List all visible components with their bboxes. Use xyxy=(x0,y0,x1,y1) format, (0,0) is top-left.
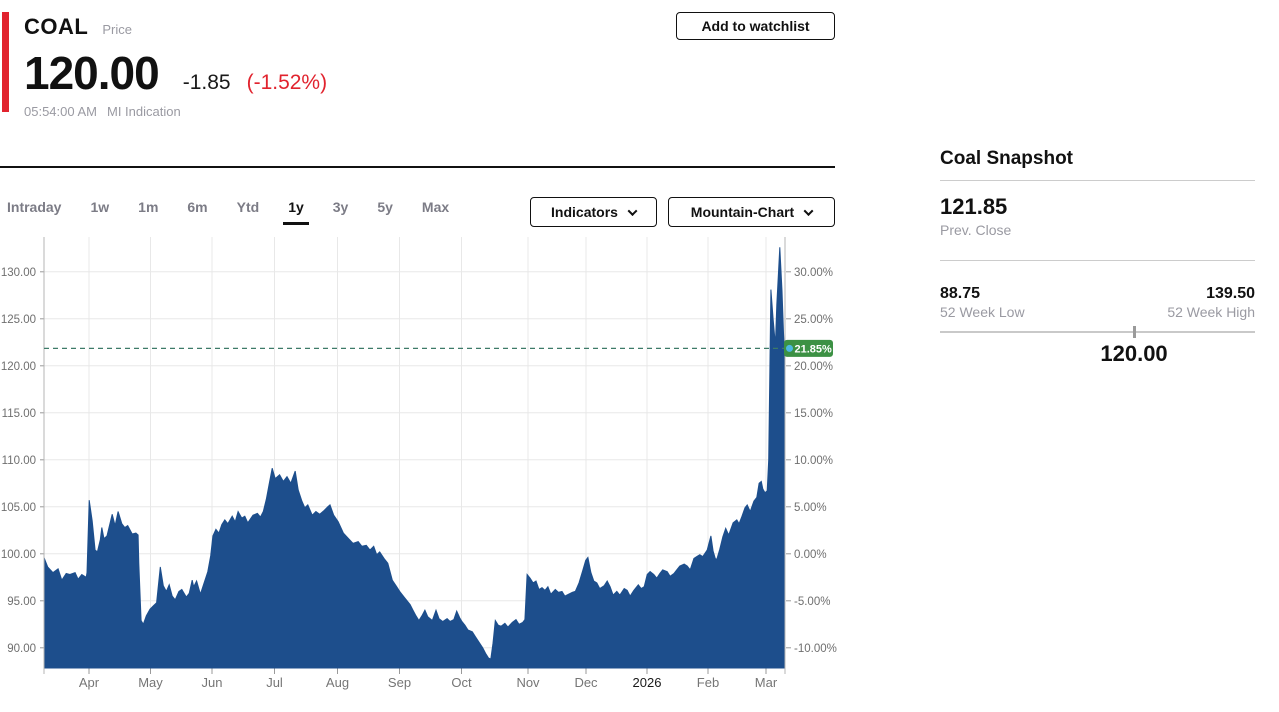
range-tab-3y[interactable]: 3y xyxy=(328,199,354,225)
svg-text:95.00: 95.00 xyxy=(7,596,36,608)
svg-text:100.00: 100.00 xyxy=(1,549,36,561)
svg-text:105.00: 105.00 xyxy=(1,502,36,514)
range-tab-1y[interactable]: 1y xyxy=(283,199,309,225)
prev-close-badge: 21.85% xyxy=(784,339,833,357)
price-change-percent: (-1.52%) xyxy=(246,71,328,94)
week52-high-value: 139.50 xyxy=(1206,285,1255,302)
svg-text:130.00: 130.00 xyxy=(1,267,36,279)
chart-type-dropdown-label: Mountain-Chart xyxy=(690,204,795,220)
quote-header: COAL Price 120.00 -1.85 (-1.52%) 05:54:0… xyxy=(24,14,327,119)
prev-close-label: Prev. Close xyxy=(940,222,1255,261)
section-divider xyxy=(0,166,835,168)
instrument-type-label: Price xyxy=(102,22,132,37)
accent-bar xyxy=(2,12,9,112)
svg-text:-10.00%: -10.00% xyxy=(794,643,837,655)
svg-text:Sep: Sep xyxy=(388,675,411,690)
svg-text:May: May xyxy=(138,675,163,690)
svg-text:2026: 2026 xyxy=(633,675,662,690)
chart-type-dropdown[interactable]: Mountain-Chart xyxy=(668,197,835,227)
svg-text:110.00: 110.00 xyxy=(2,455,36,467)
svg-text:Feb: Feb xyxy=(697,675,719,690)
price-chart[interactable]: 130.00 125.00 120.00 115.00 110.00 105.00 100.… xyxy=(0,237,840,707)
svg-text:120.00: 120.00 xyxy=(1,361,36,373)
week52-high-label: 52 Week High xyxy=(1167,304,1255,320)
week52-range-slider: 120.00 xyxy=(940,326,1255,366)
range-tab-intraday[interactable]: Intraday xyxy=(2,199,66,225)
current-price-value: 120.00 xyxy=(1100,341,1168,366)
svg-text:5.00%: 5.00% xyxy=(794,502,827,514)
snapshot-title: Coal Snapshot xyxy=(940,148,1255,181)
svg-text:10.00%: 10.00% xyxy=(794,455,833,467)
svg-text:Aug: Aug xyxy=(326,675,349,690)
prev-close-value: 121.85 xyxy=(940,194,1008,219)
svg-text:125.00: 125.00 xyxy=(1,314,36,326)
chevron-down-icon xyxy=(803,205,814,216)
range-tab-1m[interactable]: 1m xyxy=(133,199,163,225)
range-tab-max[interactable]: Max xyxy=(417,199,454,225)
svg-text:Nov: Nov xyxy=(516,675,540,690)
quote-status: MI Indication xyxy=(107,104,181,119)
svg-text:Jun: Jun xyxy=(202,675,223,690)
svg-text:Jul: Jul xyxy=(266,675,283,690)
svg-text:Oct: Oct xyxy=(451,675,472,690)
add-to-watchlist-button[interactable]: Add to watchlist xyxy=(676,12,835,40)
range-tab-5y[interactable]: 5y xyxy=(372,199,398,225)
svg-text:30.00%: 30.00% xyxy=(794,267,833,279)
range-tab-1w[interactable]: 1w xyxy=(85,199,114,225)
indicators-dropdown-label: Indicators xyxy=(551,204,618,220)
snapshot-panel: Coal Snapshot 121.85 Prev. Close 88.75 5… xyxy=(940,148,1255,366)
ticker-symbol: COAL xyxy=(24,14,89,39)
range-tab-ytd[interactable]: Ytd xyxy=(232,199,265,225)
last-price: 120.00 xyxy=(24,47,160,99)
svg-text:Mar: Mar xyxy=(755,675,778,690)
svg-text:25.00%: 25.00% xyxy=(794,314,833,326)
quote-timestamp: 05:54:00 AM xyxy=(24,104,97,119)
svg-text:0.00%: 0.00% xyxy=(794,549,827,561)
svg-text:15.00%: 15.00% xyxy=(794,408,833,420)
svg-text:Apr: Apr xyxy=(79,675,100,690)
week52-low-label: 52 Week Low xyxy=(940,304,1025,320)
svg-text:115.00: 115.00 xyxy=(2,408,36,420)
svg-text:-5.00%: -5.00% xyxy=(794,596,830,608)
range-tab-6m[interactable]: 6m xyxy=(182,199,212,225)
indicators-dropdown[interactable]: Indicators xyxy=(530,197,657,227)
chevron-down-icon xyxy=(627,205,638,216)
svg-text:Dec: Dec xyxy=(574,675,598,690)
current-price-marker xyxy=(1133,326,1137,338)
svg-text:20.00%: 20.00% xyxy=(794,361,833,373)
time-range-tabs: Intraday 1w 1m 6m Ytd 1y 3y 5y Max xyxy=(2,199,454,225)
price-change: -1.85 xyxy=(182,71,231,94)
svg-text:21.85%: 21.85% xyxy=(795,343,833,355)
svg-text:90.00: 90.00 xyxy=(7,643,36,655)
week52-low-value: 88.75 xyxy=(940,285,981,302)
